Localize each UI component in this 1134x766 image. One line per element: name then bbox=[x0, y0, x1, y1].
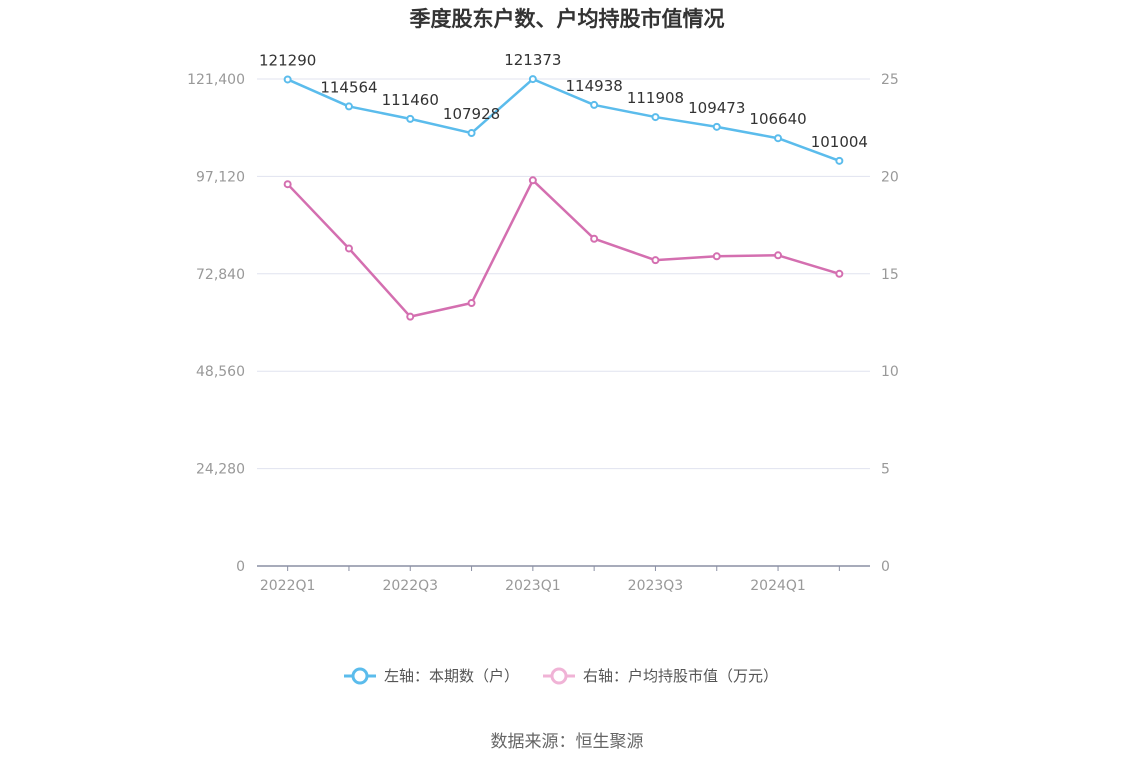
legend: 左轴：本期数（户） 右轴：户均持股市值（万元） bbox=[344, 667, 778, 685]
chart-title: 季度股东户数、户均持股市值情况 bbox=[410, 7, 725, 31]
legend-label-left: 左轴：本期数（户） bbox=[384, 667, 519, 685]
data-label: 111460 bbox=[382, 91, 439, 109]
data-point bbox=[712, 252, 721, 261]
right-tick-label: 15 bbox=[881, 267, 899, 283]
legend-marker-right bbox=[550, 667, 568, 685]
data-label: 101004 bbox=[811, 133, 868, 151]
source-note: 数据来源：恒生聚源 bbox=[491, 732, 644, 752]
series-right bbox=[283, 176, 844, 321]
data-point bbox=[283, 180, 292, 189]
right-axis: 0 5 10 15 20 25 bbox=[881, 72, 899, 575]
data-point bbox=[590, 234, 599, 243]
legend-marker-left bbox=[351, 667, 369, 685]
left-tick-label: 121,400 bbox=[187, 72, 245, 88]
series-line-left bbox=[287, 77, 840, 162]
right-tick-label: 0 bbox=[881, 559, 890, 575]
x-tick-label: 2023Q1 bbox=[505, 578, 561, 594]
data-point bbox=[467, 299, 476, 308]
data-point bbox=[467, 129, 476, 138]
data-point bbox=[528, 176, 537, 185]
legend-label-right: 右轴：户均持股市值（万元） bbox=[583, 667, 778, 685]
data-point bbox=[344, 102, 353, 111]
series-line-right bbox=[286, 179, 840, 318]
data-label: 121290 bbox=[259, 51, 316, 69]
data-label: 109473 bbox=[688, 99, 745, 117]
data-point bbox=[528, 75, 537, 84]
x-tick-label: 2022Q3 bbox=[382, 578, 438, 594]
left-axis: 0 24,280 48,560 72,840 97,120 121,400 bbox=[187, 72, 245, 575]
data-point bbox=[651, 113, 660, 122]
legend-item-left[interactable]: 左轴：本期数（户） bbox=[344, 667, 519, 685]
right-tick-label: 25 bbox=[881, 72, 899, 88]
data-point bbox=[774, 251, 783, 260]
right-tick-label: 5 bbox=[881, 462, 890, 478]
x-tick-label: 2023Q3 bbox=[628, 578, 684, 594]
right-tick-label: 10 bbox=[881, 364, 899, 380]
data-point bbox=[344, 244, 353, 253]
x-tick-label: 2024Q1 bbox=[750, 578, 806, 594]
data-point bbox=[835, 156, 844, 165]
data-label: 114938 bbox=[566, 77, 623, 95]
left-tick-label: 24,280 bbox=[196, 462, 245, 478]
x-axis: 2022Q1 2022Q3 2023Q1 2023Q3 2024Q1 bbox=[257, 565, 870, 594]
data-point bbox=[406, 114, 415, 123]
legend-item-right[interactable]: 右轴：户均持股市值（万元） bbox=[543, 667, 778, 685]
left-tick-label: 97,120 bbox=[196, 169, 245, 185]
data-point bbox=[590, 100, 599, 109]
data-point bbox=[406, 312, 415, 321]
data-point bbox=[283, 75, 292, 84]
data-label: 106640 bbox=[749, 110, 806, 128]
left-tick-label: 0 bbox=[236, 559, 245, 575]
grid-lines bbox=[257, 78, 870, 470]
data-point bbox=[774, 134, 783, 143]
x-tick-label: 2022Q1 bbox=[260, 578, 316, 594]
data-label: 121373 bbox=[504, 51, 561, 69]
data-point bbox=[835, 269, 844, 278]
left-tick-label: 72,840 bbox=[196, 267, 245, 283]
data-label: 107928 bbox=[443, 105, 500, 123]
right-tick-label: 20 bbox=[881, 169, 899, 185]
data-label: 111908 bbox=[627, 89, 684, 107]
data-point bbox=[712, 122, 721, 131]
left-tick-label: 48,560 bbox=[196, 364, 245, 380]
data-point bbox=[651, 256, 660, 265]
data-label: 114564 bbox=[320, 78, 377, 96]
